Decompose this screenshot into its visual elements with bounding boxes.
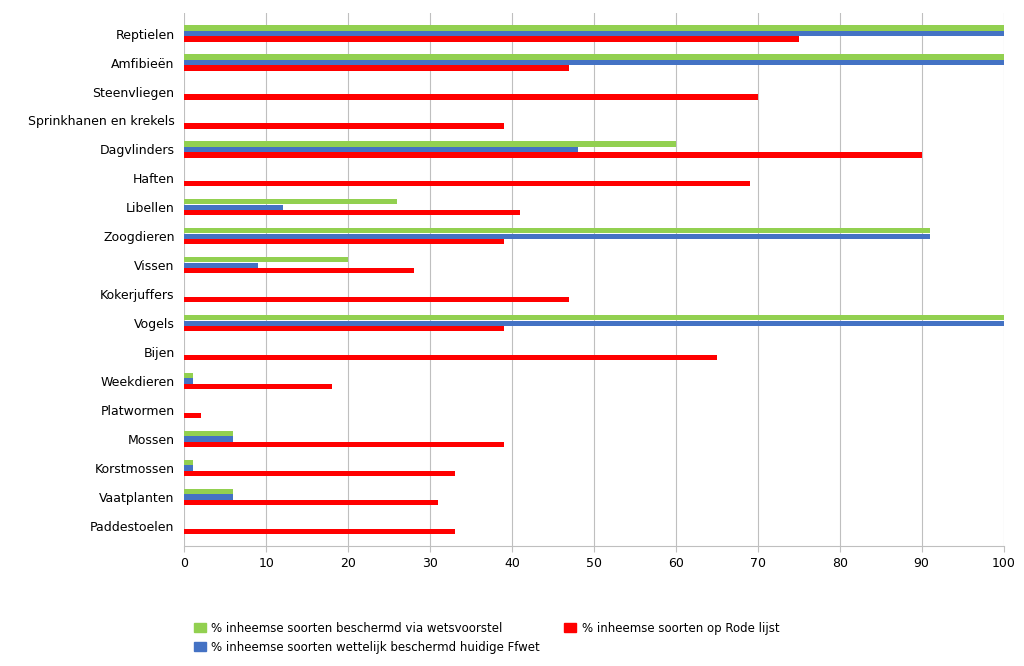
Bar <box>184 31 1004 36</box>
Bar <box>184 37 799 42</box>
Bar <box>184 204 283 210</box>
Bar <box>184 373 193 378</box>
Bar <box>184 181 750 186</box>
Bar <box>184 55 1004 60</box>
Bar <box>184 297 569 302</box>
Bar <box>184 460 193 465</box>
Bar <box>184 489 233 494</box>
Bar <box>184 95 758 100</box>
Bar <box>184 234 930 239</box>
Bar <box>184 442 504 447</box>
Bar <box>184 378 193 384</box>
Bar <box>184 147 578 152</box>
Bar <box>184 257 348 262</box>
Bar <box>184 228 930 233</box>
Bar <box>184 500 438 505</box>
Bar <box>184 65 569 71</box>
Bar <box>184 268 414 273</box>
Bar <box>184 210 520 215</box>
Legend: % inheemse soorten beschermd via wetsvoorstel, % inheemse soorten wettelijk besc: % inheemse soorten beschermd via wetsvoo… <box>190 619 782 657</box>
Bar <box>184 141 676 147</box>
Bar <box>184 384 332 389</box>
Bar <box>184 315 1004 320</box>
Bar <box>184 431 233 436</box>
Bar <box>184 466 193 471</box>
Bar <box>184 25 1004 31</box>
Bar <box>184 153 922 158</box>
Bar <box>184 413 201 418</box>
Bar <box>184 471 455 476</box>
Bar <box>184 320 1004 326</box>
Bar <box>184 123 504 129</box>
Bar <box>184 436 233 442</box>
Bar <box>184 494 233 500</box>
Bar <box>184 239 504 244</box>
Bar <box>184 326 504 331</box>
Bar <box>184 355 717 360</box>
Bar <box>184 529 455 534</box>
Bar <box>184 199 397 204</box>
Bar <box>184 262 258 268</box>
Bar <box>184 60 1004 65</box>
